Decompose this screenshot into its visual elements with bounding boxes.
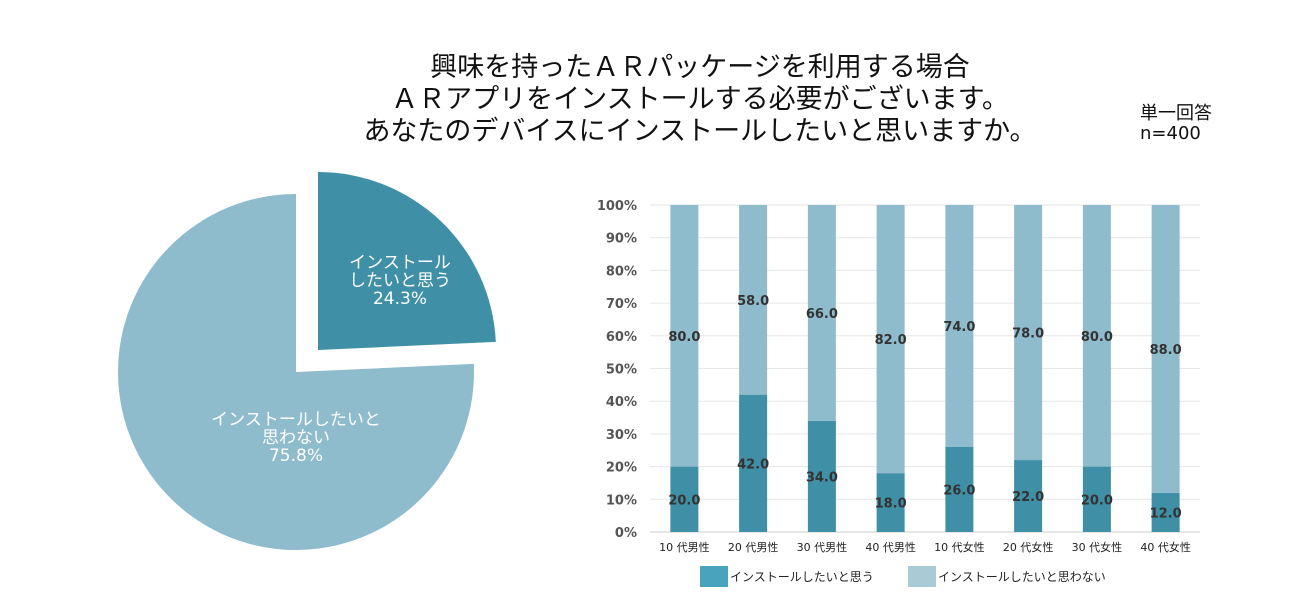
bar-segment xyxy=(1014,460,1043,532)
bar-segment xyxy=(739,394,768,532)
data-label: 26.0 xyxy=(943,483,975,498)
pie-label: インストール xyxy=(349,253,451,273)
y-tick-label: 60% xyxy=(606,330,637,345)
bar-segment xyxy=(1151,205,1180,493)
x-tick-label: 30 代男性 xyxy=(797,540,848,554)
bar-segment xyxy=(945,205,974,447)
x-tick-label: 20 代男性 xyxy=(728,540,779,554)
legend-label: インストールしたいと思わない xyxy=(938,570,1106,584)
data-label: 20.0 xyxy=(1081,493,1113,508)
y-tick-label: 30% xyxy=(606,428,637,443)
x-tick-label: 10 代女性 xyxy=(934,540,985,554)
data-label: 58.0 xyxy=(737,294,769,309)
y-tick-label: 50% xyxy=(606,363,637,378)
x-tick-label: 40 代女性 xyxy=(1140,540,1191,554)
pie-slice xyxy=(318,172,496,350)
data-label: 80.0 xyxy=(1081,330,1113,345)
data-label: 18.0 xyxy=(875,497,907,512)
x-tick-label: 10 代男性 xyxy=(659,540,710,554)
response-info: 単一回答 n=400 xyxy=(1140,104,1212,144)
legend-swatch xyxy=(908,566,936,587)
title-line: あなたのデバイスにインストールしたいと思いますか。 xyxy=(363,116,1037,147)
bar-segment xyxy=(807,420,836,532)
y-tick-label: 80% xyxy=(606,264,637,279)
title-line: 興味を持ったＡＲパッケージを利用する場合 xyxy=(430,52,970,83)
pie-value-label: 75.8% xyxy=(269,446,323,466)
data-label: 42.0 xyxy=(737,457,769,472)
y-tick-label: 70% xyxy=(606,297,637,312)
data-label: 20.0 xyxy=(668,493,700,508)
chart-title: 興味を持ったＡＲパッケージを利用する場合 ＡＲアプリをインストールする必要がござ… xyxy=(300,52,1100,148)
bar-segment xyxy=(807,205,836,421)
y-tick-label: 100% xyxy=(597,199,637,214)
bar-segment xyxy=(739,205,768,395)
legend-swatch xyxy=(700,566,728,587)
y-tick-label: 10% xyxy=(606,493,637,508)
bar-segment xyxy=(670,205,699,467)
y-tick-label: 0% xyxy=(615,526,637,541)
response-type: 単一回答 xyxy=(1140,103,1212,124)
x-tick-label: 40 代男性 xyxy=(865,540,916,554)
data-label: 22.0 xyxy=(1012,490,1044,505)
x-tick-label: 20 代女性 xyxy=(1003,540,1054,554)
x-tick-label: 30 代女性 xyxy=(1072,540,1123,554)
y-tick-label: 20% xyxy=(606,461,637,476)
title-line: ＡＲアプリをインストールする必要がございます。 xyxy=(391,84,1009,115)
bar-segment xyxy=(876,205,905,474)
data-label: 34.0 xyxy=(806,470,838,485)
data-label: 78.0 xyxy=(1012,327,1044,342)
data-label: 88.0 xyxy=(1150,343,1182,358)
bar-segment xyxy=(1082,205,1111,467)
data-label: 74.0 xyxy=(943,320,975,335)
pie-label: インストールしたいと xyxy=(211,410,381,430)
bar-segment xyxy=(876,473,905,532)
pie-label: 思わない xyxy=(262,428,330,448)
y-tick-label: 90% xyxy=(606,232,637,247)
data-label: 12.0 xyxy=(1150,506,1182,521)
bar-segment xyxy=(1014,205,1043,461)
pie-slice xyxy=(117,194,474,550)
bar-segment xyxy=(1082,466,1111,532)
data-label: 66.0 xyxy=(806,307,838,322)
pie-value-label: 24.3% xyxy=(373,289,427,309)
bar-segment xyxy=(1151,492,1180,532)
bar-segment xyxy=(670,466,699,532)
data-label: 80.0 xyxy=(668,330,700,345)
y-tick-label: 40% xyxy=(606,395,637,410)
pie-label: したいと思う xyxy=(349,271,451,291)
bar-segment xyxy=(945,446,974,532)
data-label: 82.0 xyxy=(875,333,907,348)
sample-size: n=400 xyxy=(1140,123,1201,144)
legend-label: インストールしたいと思う xyxy=(730,570,874,584)
